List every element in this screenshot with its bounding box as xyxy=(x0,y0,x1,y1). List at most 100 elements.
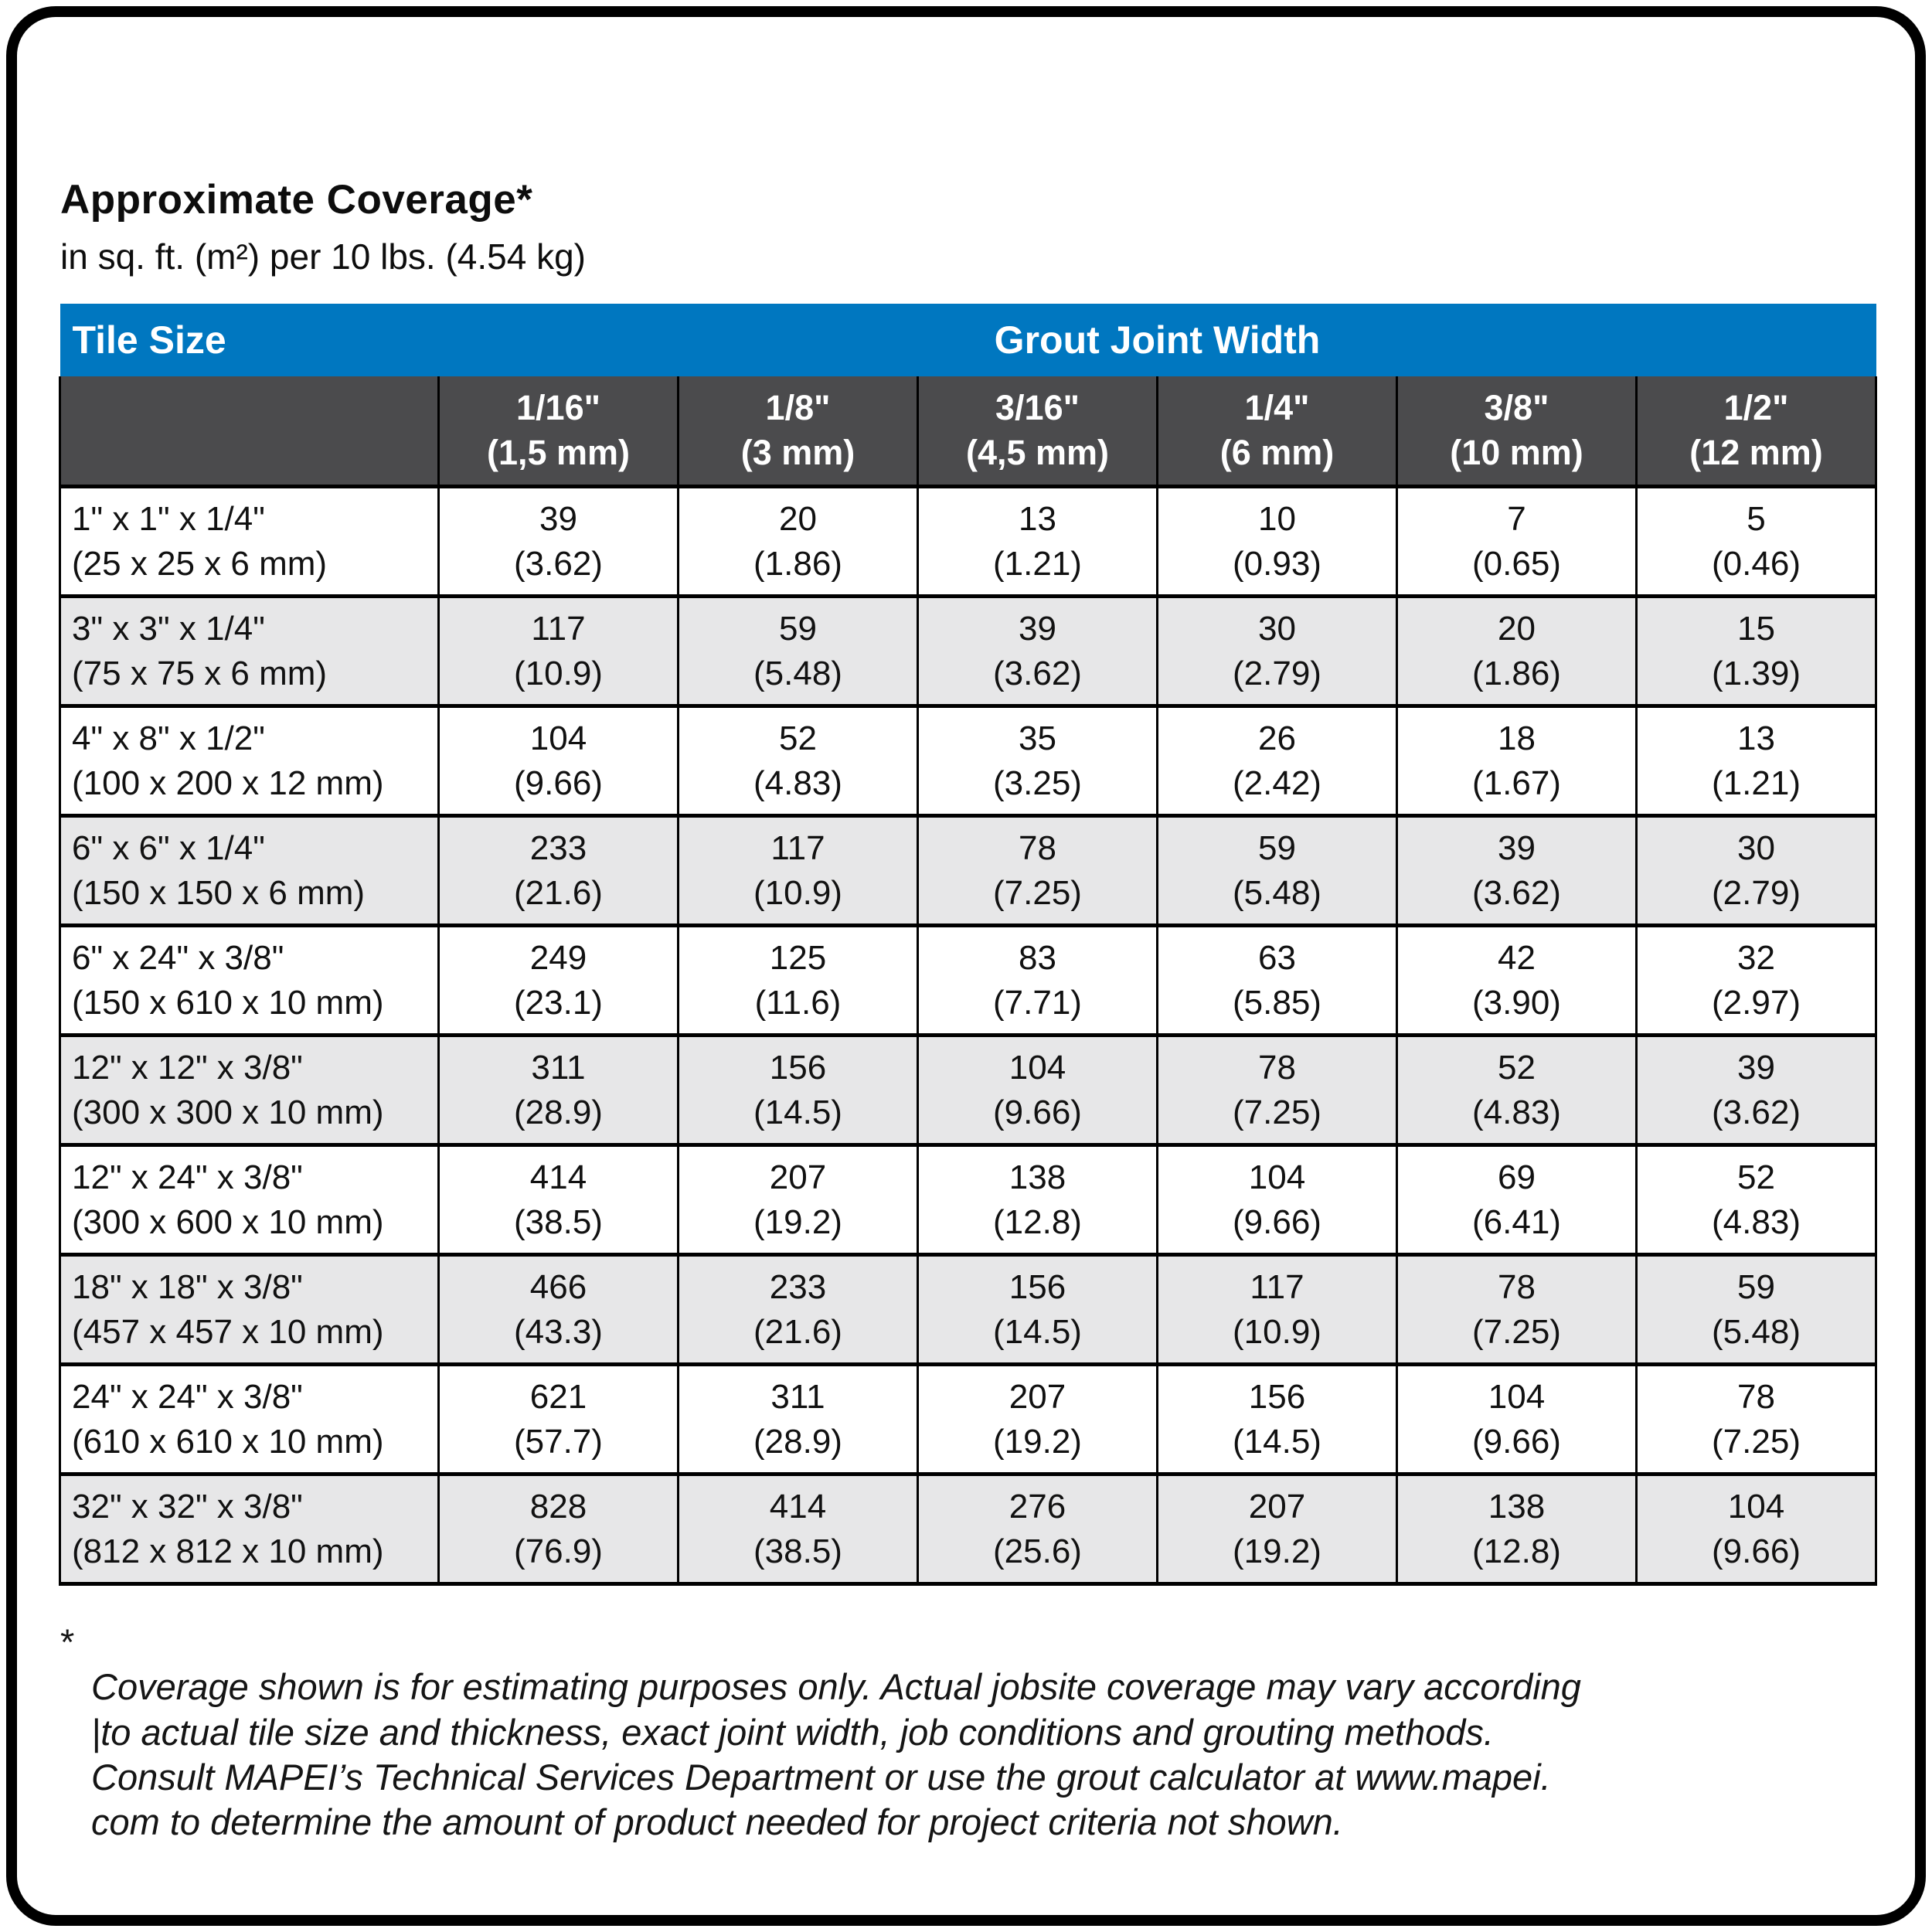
coverage-value-cell: 13 (1.21) xyxy=(1634,704,1878,818)
coverage-sqft-value: 104 xyxy=(1488,1378,1546,1417)
coverage-sqm-value: (4.83) xyxy=(1712,1202,1801,1241)
coverage-sqm-value: (3.90) xyxy=(1472,983,1561,1022)
tile-size-metric: (100 x 200 x 12 mm) xyxy=(72,764,384,802)
coverage-sqm-value: (9.66) xyxy=(1712,1532,1801,1570)
coverage-sqft-value: 156 xyxy=(1009,1268,1066,1307)
coverage-value-cell: 39 (3.62) xyxy=(917,594,1158,708)
coverage-value-cell: 59 (5.48) xyxy=(677,594,919,708)
column-size-label: 1/8" xyxy=(765,387,831,427)
coverage-sqm-value: (1.39) xyxy=(1712,654,1801,692)
coverage-sqm-value: (14.5) xyxy=(753,1093,842,1131)
coverage-value-cell: 78 (7.25) xyxy=(917,814,1158,927)
coverage-sqft-value: 104 xyxy=(1248,1158,1306,1197)
coverage-sqm-value: (1.86) xyxy=(753,544,842,583)
coverage-sqft-value: 138 xyxy=(1488,1488,1546,1526)
coverage-sqft-value: 104 xyxy=(1009,1049,1066,1087)
coverage-table: Tile Size Grout Joint Width 1/16" (1,5 mm… xyxy=(59,304,1878,1586)
coverage-sqm-value: (4.83) xyxy=(1472,1093,1561,1131)
coverage-value-cell: 5 (0.46) xyxy=(1634,485,1878,598)
table-row: 3" x 3" x 1/4" (75 x 75 x 6 mm) 117 (10.9) 5… xyxy=(59,594,1878,708)
coverage-sqft-value: 10 xyxy=(1258,500,1296,539)
coverage-sqm-value: (7.71) xyxy=(993,983,1082,1022)
page-subtitle: in sq. ft. (m²) per 10 lbs. (4.54 kg) xyxy=(60,236,587,277)
coverage-sqm-value: (6.41) xyxy=(1472,1202,1561,1241)
coverage-sqft-value: 249 xyxy=(529,939,587,978)
coverage-sqm-value: (28.9) xyxy=(514,1093,603,1131)
coverage-sqm-value: (3.62) xyxy=(1712,1093,1801,1131)
coverage-sqft-value: 117 xyxy=(770,829,825,868)
coverage-value-cell: 30 (2.79) xyxy=(1156,594,1398,708)
coverage-sqm-value: (0.93) xyxy=(1233,544,1321,583)
table-body: 1" x 1" x 1/4" (25 x 25 x 6 mm) 39 (3.62) 20… xyxy=(59,485,1878,1586)
coverage-sqft-value: 621 xyxy=(529,1378,587,1417)
tile-size-inches: 4" x 8" x 1/2" xyxy=(72,719,265,758)
coverage-sqm-value: (19.2) xyxy=(753,1202,842,1241)
table-row: 1" x 1" x 1/4" (25 x 25 x 6 mm) 39 (3.62) 20… xyxy=(59,485,1878,598)
tile-size-metric: (300 x 600 x 10 mm) xyxy=(72,1202,384,1241)
coverage-sqm-value: (1.21) xyxy=(1712,764,1801,802)
coverage-sqm-value: (10.9) xyxy=(1233,1312,1321,1351)
coverage-sqm-value: (10.9) xyxy=(514,654,603,692)
coverage-sqft-value: 39 xyxy=(539,500,577,539)
coverage-sqft-value: 414 xyxy=(769,1488,827,1526)
grout-width-column-header: 3/8" (10 mm) xyxy=(1396,376,1638,488)
coverage-sqft-value: 18 xyxy=(1498,719,1536,758)
grout-width-column-header: 1/2" (12 mm) xyxy=(1634,376,1878,488)
coverage-sqft-value: 233 xyxy=(769,1268,827,1307)
coverage-sqm-value: (28.9) xyxy=(753,1422,842,1461)
coverage-sqm-value: (4.83) xyxy=(753,764,842,802)
coverage-value-cell: 39 (3.62) xyxy=(1396,814,1638,927)
coverage-sqm-value: (38.5) xyxy=(514,1202,603,1241)
tile-size-inches: 18" x 18" x 3/8" xyxy=(72,1268,303,1307)
coverage-sqft-value: 466 xyxy=(529,1268,587,1307)
coverage-value-cell: 18 (1.67) xyxy=(1396,704,1638,818)
coverage-sqm-value: (76.9) xyxy=(514,1532,603,1570)
coverage-value-cell: 20 (1.86) xyxy=(677,485,919,598)
coverage-sqm-value: (11.6) xyxy=(754,983,842,1022)
coverage-value-cell: 63 (5.85) xyxy=(1156,923,1398,1037)
coverage-sqft-value: 117 xyxy=(531,610,586,648)
tile-size-inches: 24" x 24" x 3/8" xyxy=(72,1378,303,1417)
coverage-value-cell: 466 (43.3) xyxy=(437,1253,679,1366)
coverage-sqm-value: (0.65) xyxy=(1472,544,1561,583)
coverage-sqft-value: 276 xyxy=(1009,1488,1066,1526)
coverage-sqft-value: 117 xyxy=(1250,1268,1304,1307)
coverage-sqm-value: (2.79) xyxy=(1712,873,1801,912)
tile-size-cell: 6" x 24" x 3/8" (150 x 610 x 10 mm) xyxy=(59,923,440,1037)
coverage-sqft-value: 15 xyxy=(1737,610,1775,648)
coverage-sqft-value: 20 xyxy=(779,500,817,539)
coverage-sqm-value: (23.1) xyxy=(514,983,603,1022)
tile-size-inches: 6" x 24" x 3/8" xyxy=(72,939,284,978)
tile-size-cell: 24" x 24" x 3/8" (610 x 610 x 10 mm) xyxy=(59,1362,440,1476)
coverage-value-cell: 311 (28.9) xyxy=(677,1362,919,1476)
coverage-sqm-value: (9.66) xyxy=(993,1093,1082,1131)
tile-size-cell: 1" x 1" x 1/4" (25 x 25 x 6 mm) xyxy=(59,485,440,598)
column-metric-label: (10 mm) xyxy=(1450,433,1583,472)
coverage-value-cell: 35 (3.25) xyxy=(917,704,1158,818)
coverage-value-cell: 621 (57.7) xyxy=(437,1362,679,1476)
coverage-value-cell: 138 (12.8) xyxy=(1396,1472,1638,1586)
table-row: 12" x 24" x 3/8" (300 x 600 x 10 mm) 414 (3… xyxy=(59,1143,1878,1257)
coverage-sqft-value: 138 xyxy=(1009,1158,1066,1197)
coverage-sqft-value: 20 xyxy=(1498,610,1536,648)
page-title: Approximate Coverage* xyxy=(60,177,533,223)
coverage-sqft-value: 104 xyxy=(529,719,587,758)
table-row: 32" x 32" x 3/8" (812 x 812 x 10 mm) 828 (7… xyxy=(59,1472,1878,1586)
column-size-label: 1/4" xyxy=(1244,387,1310,427)
tile-size-cell: 32" x 32" x 3/8" (812 x 812 x 10 mm) xyxy=(59,1472,440,1586)
coverage-sqm-value: (25.6) xyxy=(993,1532,1082,1570)
coverage-sqft-value: 63 xyxy=(1258,939,1296,978)
table-row: 6" x 6" x 1/4" (150 x 150 x 6 mm) 233 (21.6… xyxy=(59,814,1878,927)
coverage-sqm-value: (0.46) xyxy=(1712,544,1801,583)
coverage-sqft-value: 52 xyxy=(779,719,817,758)
coverage-value-cell: 104 (9.66) xyxy=(1634,1472,1878,1586)
coverage-sqft-value: 39 xyxy=(1498,829,1536,868)
coverage-value-cell: 52 (4.83) xyxy=(1396,1033,1638,1147)
tile-size-cell: 4" x 8" x 1/2" (100 x 200 x 12 mm) xyxy=(59,704,440,818)
coverage-value-cell: 104 (9.66) xyxy=(1156,1143,1398,1257)
table-row: 12" x 12" x 3/8" (300 x 300 x 10 mm) 311 (2… xyxy=(59,1033,1878,1147)
tile-size-metric: (75 x 75 x 6 mm) xyxy=(72,654,328,692)
tile-size-metric: (812 x 812 x 10 mm) xyxy=(72,1532,384,1570)
coverage-sqft-value: 32 xyxy=(1737,939,1775,978)
coverage-value-cell: 249 (23.1) xyxy=(437,923,679,1037)
